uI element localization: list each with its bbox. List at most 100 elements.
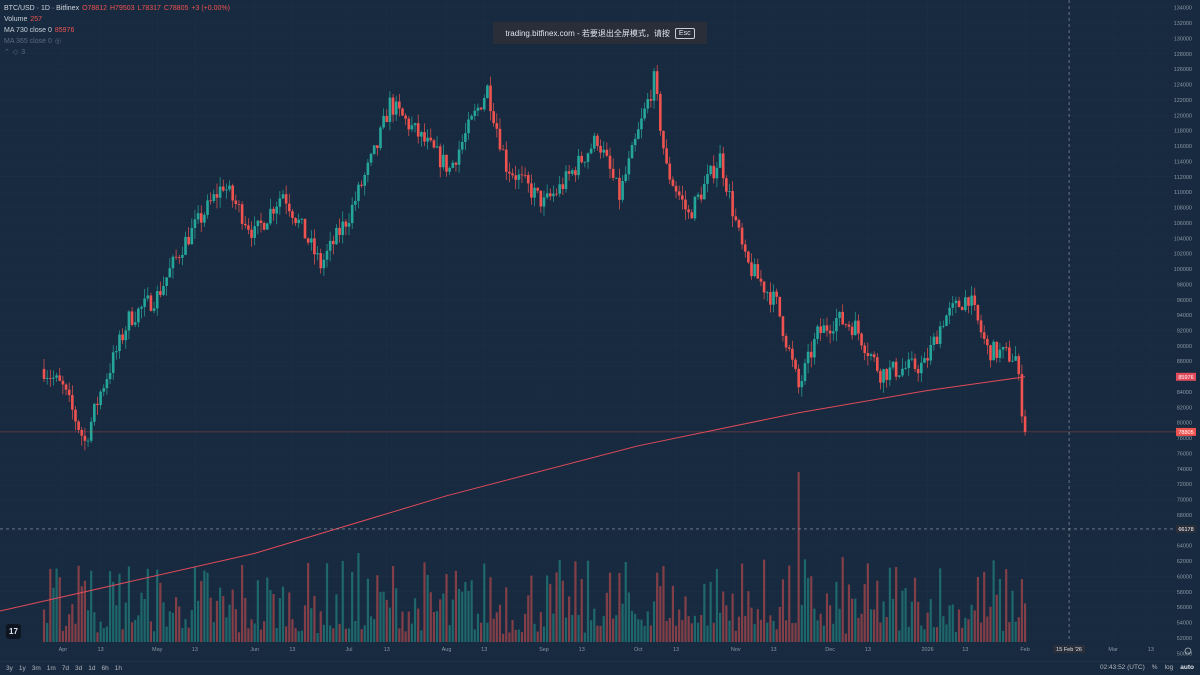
candle-body xyxy=(486,85,489,99)
range-3d-button[interactable]: 3d xyxy=(75,665,83,672)
price-tick-label: 52000 xyxy=(1177,636,1192,642)
price-tick-label: 124000 xyxy=(1174,83,1192,89)
symbol-label[interactable]: BTC/USD · 1D · Bitfinex xyxy=(4,5,80,12)
candle-body xyxy=(960,307,964,311)
candle-body xyxy=(319,253,323,269)
volume-bar xyxy=(841,557,844,642)
candle-body xyxy=(83,435,87,441)
volume-bar xyxy=(310,608,313,642)
tradingview-logo[interactable]: 17 xyxy=(6,624,21,639)
candle-body xyxy=(693,196,697,219)
candle-body xyxy=(567,171,571,174)
auto-toggle[interactable]: auto xyxy=(1180,664,1194,671)
settings-gear-icon[interactable] xyxy=(1184,647,1192,655)
volume-bar xyxy=(58,577,61,642)
clock-time[interactable]: 02:43:52 (UTC) xyxy=(1100,664,1145,671)
volume-bar xyxy=(552,613,555,642)
percent-toggle[interactable]: % xyxy=(1151,664,1158,671)
volume-bar xyxy=(244,597,247,642)
volume-bar xyxy=(662,566,665,642)
candle-body xyxy=(885,369,889,380)
volume-bar xyxy=(737,616,741,642)
price-tick-label: 108000 xyxy=(1174,206,1192,212)
candle-body xyxy=(363,174,367,186)
volume-bar xyxy=(115,605,118,642)
candle-body xyxy=(828,330,832,334)
volume-bar xyxy=(634,613,637,642)
price-tick-label: 78000 xyxy=(1177,436,1192,442)
candle-body xyxy=(706,174,709,184)
volume-bar xyxy=(55,568,58,642)
ma1-label[interactable]: MA 730 close 0 xyxy=(4,27,52,34)
candle-body xyxy=(592,135,596,149)
volume-bar xyxy=(149,621,153,642)
candle-body xyxy=(995,341,999,358)
candle-body xyxy=(149,295,153,311)
candle-body xyxy=(979,320,983,333)
volume-bar xyxy=(379,591,382,642)
volume-bar xyxy=(904,588,907,642)
volume-bar xyxy=(983,571,986,642)
volume-label[interactable]: Volume xyxy=(4,16,28,23)
volume-bar xyxy=(744,615,747,642)
range-1y-button[interactable]: 1y xyxy=(18,665,26,672)
indicators-icon[interactable]: ◇ xyxy=(12,49,19,56)
volume-bar xyxy=(948,605,951,642)
volume-bar xyxy=(1001,630,1005,642)
volume-bar xyxy=(753,624,756,642)
volume-bar xyxy=(108,571,112,642)
candle-body xyxy=(964,297,967,311)
volume-bar xyxy=(687,616,690,642)
candle-body xyxy=(385,115,389,122)
volume-bar xyxy=(417,608,420,642)
eye-off-icon[interactable]: ◎ xyxy=(54,38,61,45)
candle-body xyxy=(860,333,863,346)
candle-body xyxy=(143,298,146,307)
range-1d-button[interactable]: 1d xyxy=(88,665,96,672)
collapse-icon[interactable]: ⌃ xyxy=(4,49,10,56)
candle-body xyxy=(482,98,486,110)
volume-bar xyxy=(973,610,976,642)
volume-bar xyxy=(250,619,253,642)
candle-body xyxy=(394,101,398,115)
range-1h-button[interactable]: 1h xyxy=(114,665,122,672)
volume-bar xyxy=(539,612,542,642)
volume-bar xyxy=(630,610,634,642)
candle-body xyxy=(982,332,986,339)
range-7d-button[interactable]: 7d xyxy=(61,665,70,672)
ma2-label[interactable]: MA 365 close 0 xyxy=(4,38,52,45)
candle-body xyxy=(281,194,285,199)
volume-bar xyxy=(608,572,612,642)
log-toggle[interactable]: log xyxy=(1164,664,1174,671)
range-3m-button[interactable]: 3m xyxy=(31,665,41,672)
volume-bar xyxy=(995,594,998,642)
volume-bar xyxy=(769,615,772,642)
range-3y-button[interactable]: 3y xyxy=(6,665,13,672)
range-6h-button[interactable]: 6h xyxy=(101,665,109,672)
candle-body xyxy=(162,285,165,295)
volume-bar xyxy=(432,612,436,642)
fullscreen-notice-text: trading.bitfinex.com - 若要退出全屏模式，请按 xyxy=(505,28,670,38)
volume-bar xyxy=(561,580,564,642)
volume-bar xyxy=(316,632,319,642)
range-1m-button[interactable]: 1m xyxy=(46,665,56,672)
volume-bar xyxy=(700,615,703,642)
candle-body xyxy=(196,213,200,220)
candle-body xyxy=(366,162,370,175)
volume-bar xyxy=(407,611,410,642)
candle-body xyxy=(265,223,269,230)
volume-bar xyxy=(313,595,316,642)
candle-body xyxy=(932,336,936,345)
volume-bar xyxy=(970,604,973,642)
candle-body xyxy=(655,71,659,95)
volume-bar xyxy=(178,606,181,642)
volume-bar xyxy=(803,559,807,642)
volume-bar xyxy=(920,625,923,642)
volume-bar xyxy=(740,563,744,642)
volume-bar xyxy=(847,584,851,642)
volume-bar xyxy=(357,552,360,642)
volume-bar xyxy=(577,614,580,642)
candle-body xyxy=(432,140,436,148)
volume-bar xyxy=(637,619,640,642)
